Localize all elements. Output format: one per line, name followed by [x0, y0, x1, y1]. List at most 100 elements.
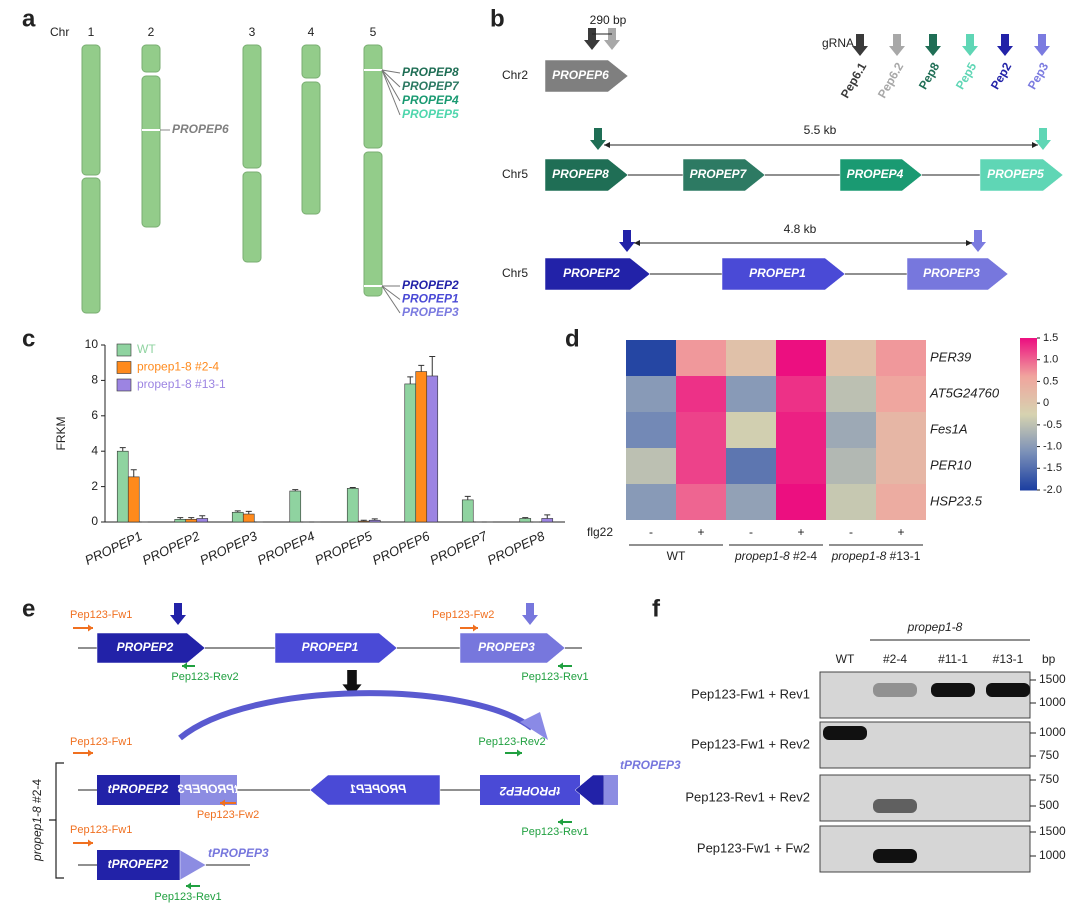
bar: [289, 490, 302, 523]
error-bar: [429, 356, 436, 376]
colorbar-step: [1020, 458, 1037, 461]
colorbar-step: [1020, 400, 1037, 403]
colorbar-step: [1020, 342, 1037, 345]
heatmap-cell: [776, 340, 826, 376]
chromosome-number: 3: [249, 25, 256, 39]
row-label: PER39: [930, 349, 971, 364]
bar: [357, 520, 370, 523]
rotated-gene: tPROPEP2: [499, 784, 560, 798]
y-tick-label: 2: [91, 479, 98, 493]
colorbar-step: [1020, 386, 1037, 389]
gene-label: PROPEP7: [402, 79, 460, 93]
bar: [404, 383, 417, 523]
gene-block: [544, 257, 651, 291]
treatment-label: +: [697, 525, 704, 539]
bar: [116, 450, 129, 523]
gene-label: PROPEP3: [402, 305, 459, 319]
bar: [242, 513, 255, 523]
colorbar-step: [1020, 366, 1037, 369]
marker-label: 1500: [1039, 672, 1066, 686]
gene-label: PROPEP2: [402, 278, 459, 292]
primer-label: Pep123-Fw1: [70, 609, 132, 621]
chr-name: Chr5: [502, 266, 528, 280]
heatmap-cell: [626, 484, 676, 520]
error-bar: [349, 486, 356, 489]
primer-arrow-head: [558, 662, 563, 670]
heatmap-cell: [776, 448, 826, 484]
heatmap-cell: [826, 448, 876, 484]
bar: [519, 518, 532, 523]
gene-block: [906, 257, 1009, 291]
gel: [819, 825, 1031, 873]
colorbar-step: [1020, 384, 1037, 387]
colorbar-step: [1020, 424, 1037, 427]
treatment-label: -: [849, 525, 853, 539]
chromosome-number: 2: [148, 25, 155, 39]
legend-swatch: [116, 378, 132, 392]
colorbar-label: -1.0: [1043, 440, 1062, 452]
colorbar-step: [1020, 452, 1037, 455]
gene-block: [96, 632, 206, 664]
colorbar-step: [1020, 372, 1037, 375]
heatmap-cell: [676, 412, 726, 448]
colorbar-step: [1020, 390, 1037, 393]
colorbar-step: [1020, 338, 1037, 341]
chromosome: [242, 171, 262, 263]
grna-name: Pep6.2: [875, 60, 907, 101]
colorbar-step: [1020, 462, 1037, 465]
x-tick-label: PROPEP4: [255, 528, 317, 568]
colorbar-step: [1020, 472, 1037, 475]
genotype-header: propep1-8: [907, 620, 963, 634]
colorbar-label: 1.5: [1043, 332, 1058, 344]
colorbar-step: [1020, 478, 1037, 481]
distance-head: [966, 240, 972, 246]
chromosome: [363, 44, 383, 149]
panel-label: d: [565, 325, 580, 352]
primer-pair: Pep123-Fw1 + Rev1: [691, 686, 810, 701]
grna-arrow: [962, 34, 978, 56]
chromosome: [81, 177, 101, 314]
grna-arrow: [170, 603, 186, 625]
gene-label: PROPEP4: [402, 93, 459, 107]
colorbar-step: [1020, 398, 1037, 401]
locus-line: [381, 69, 401, 102]
colorbar-step: [1020, 404, 1037, 407]
distance-head: [1032, 142, 1038, 148]
error-bar: [360, 519, 367, 522]
heatmap-cell: [826, 412, 876, 448]
colorbar-label: -1.5: [1043, 462, 1062, 474]
marker-label: 500: [1039, 798, 1059, 812]
panel-label: b: [490, 5, 505, 32]
row-label: PER10: [930, 457, 972, 472]
error-bar: [464, 495, 471, 500]
colorbar-step: [1020, 460, 1037, 463]
colorbar-step: [1020, 456, 1037, 459]
gene-block: [97, 850, 180, 880]
locus-line: [381, 285, 401, 300]
gene-name: tPROPEP2: [108, 782, 169, 796]
panel-label: a: [22, 5, 36, 32]
rearrangement-curve: [178, 690, 534, 741]
grna-arrow: [1034, 34, 1050, 56]
primer-arrow-head: [186, 882, 191, 890]
gel-band: [873, 849, 917, 863]
colorbar-step: [1020, 410, 1037, 413]
heatmap-cell: [826, 340, 876, 376]
lane-label: #2-4: [883, 652, 907, 666]
panel-label: f: [652, 595, 661, 622]
x-tick-label: PROPEP2: [140, 528, 203, 568]
heatmap-cell: [676, 484, 726, 520]
colorbar-step: [1020, 442, 1037, 445]
colorbar-step: [1020, 416, 1037, 419]
gene-block: [979, 158, 1064, 192]
gene-name-mirrored: tPROPEP3: [177, 782, 238, 796]
error-bar: [130, 469, 137, 477]
group-label: WT: [667, 549, 686, 563]
spacing-label: 290 bp: [590, 13, 627, 27]
colorbar-step: [1020, 360, 1037, 363]
gene-name-mirrored: tPROPEP2: [499, 784, 560, 798]
gel-band: [931, 683, 975, 697]
grna-name: Pep5: [953, 60, 980, 92]
heatmap-cell: [676, 376, 726, 412]
grna-arrow: [590, 128, 606, 150]
